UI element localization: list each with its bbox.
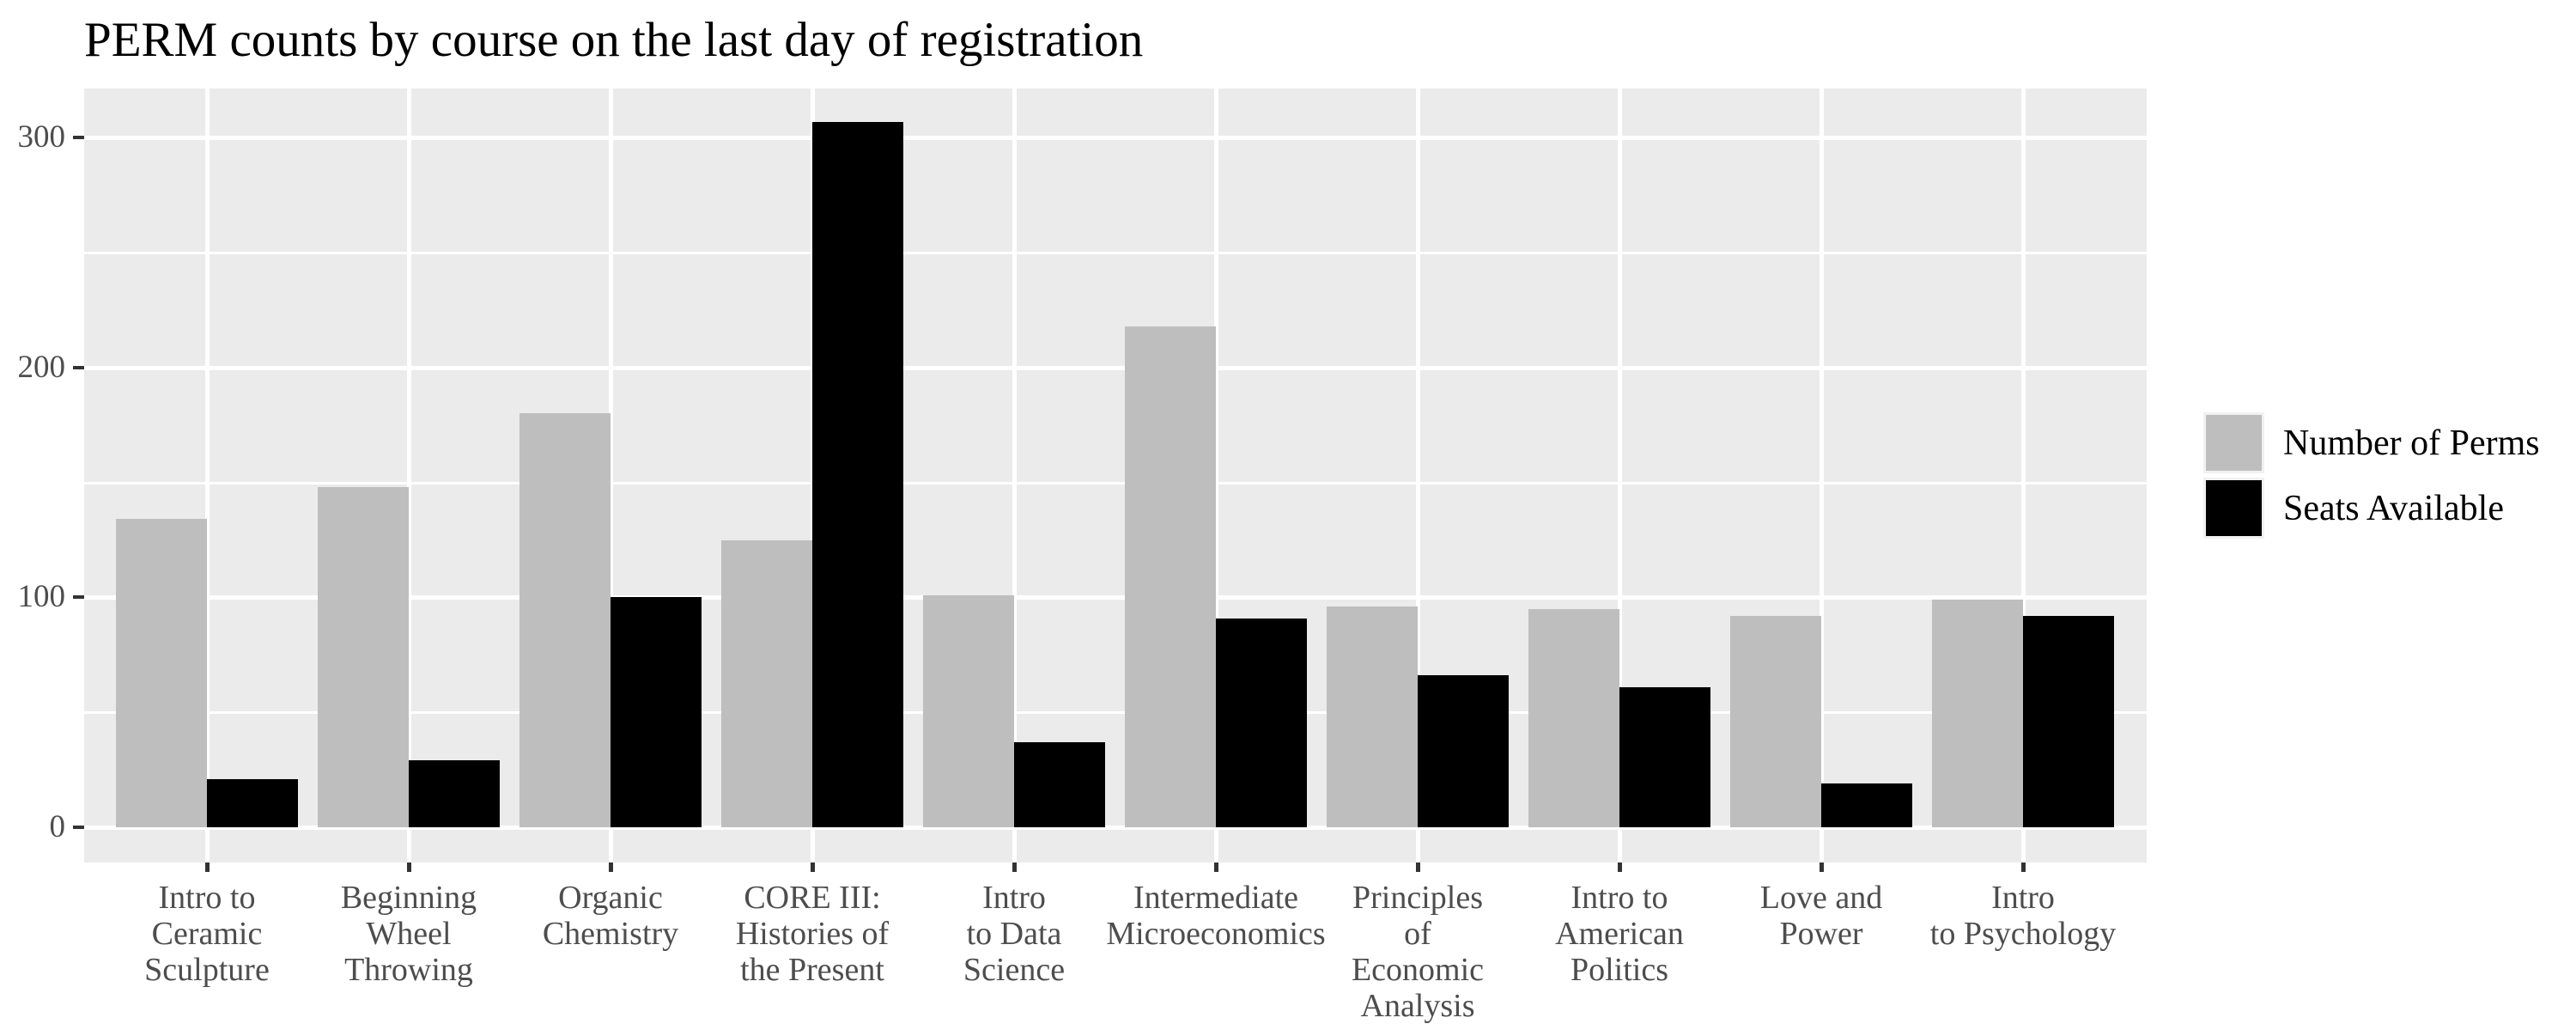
bar-perms-2 <box>318 487 409 827</box>
x-category-label-5: Intro to Data Science <box>963 880 1066 988</box>
x-tick-cat1 <box>205 862 210 872</box>
x-tick-cat9 <box>1820 862 1824 872</box>
gridline-minor-y50 <box>84 711 2147 715</box>
bar-perms-3 <box>519 413 611 827</box>
x-category-label-9: Love and Power <box>1759 880 1883 952</box>
y-tick-label-100: 100 <box>17 579 66 615</box>
bar-perms-6 <box>1125 326 1216 827</box>
bar-perms-5 <box>923 594 1014 827</box>
gridline-major-y200 <box>84 365 2147 370</box>
x-tick-cat10 <box>2021 862 2026 872</box>
bar-perms-9 <box>1730 615 1821 827</box>
bar-perms-10 <box>1932 600 2023 827</box>
y-tick-300 <box>73 136 84 140</box>
gridline-vertical-cat9 <box>1820 88 1824 862</box>
gridline-minor-y150 <box>84 481 2147 485</box>
legend-label-perms: Number of Perms <box>2283 423 2540 463</box>
gridline-major-y0 <box>84 826 2147 830</box>
gridline-vertical-cat3 <box>609 88 613 862</box>
legend-item-perms: Number of Perms <box>2203 412 2540 473</box>
x-category-label-1: Intro to Ceramic Sculpture <box>144 880 270 988</box>
bar-seats-9 <box>1821 783 1912 827</box>
bar-seats-8 <box>1619 686 1710 827</box>
seats-color-swatch <box>2206 480 2262 536</box>
x-tick-cat8 <box>1618 862 1622 872</box>
x-tick-cat5 <box>1012 862 1017 872</box>
legend-label-seats: Seats Available <box>2283 488 2504 528</box>
x-tick-cat6 <box>1214 862 1218 872</box>
x-tick-cat7 <box>1416 862 1420 872</box>
legend-key <box>2203 412 2264 473</box>
bar-seats-7 <box>1418 675 1509 827</box>
y-tick-label-0: 0 <box>49 809 66 844</box>
y-tick-100 <box>73 595 84 600</box>
perms-color-swatch <box>2206 415 2262 471</box>
x-category-label-6: Intermediate Microeconomics <box>1106 880 1326 952</box>
chart-title: PERM counts by course on the last day of… <box>84 13 1144 67</box>
gridline-vertical-cat7 <box>1416 88 1420 862</box>
x-category-label-10: Intro to Psychology <box>1929 880 2117 952</box>
gridline-vertical-cat6 <box>1214 88 1218 862</box>
gridline-vertical-cat1 <box>205 88 210 862</box>
bar-seats-5 <box>1014 742 1105 827</box>
bar-seats-6 <box>1216 618 1307 827</box>
bar-perms-7 <box>1327 606 1418 827</box>
bar-seats-2 <box>409 760 500 827</box>
gridline-vertical-cat10 <box>2021 88 2026 862</box>
x-tick-cat4 <box>811 862 815 872</box>
x-category-label-3: Organic Chemistry <box>542 880 679 952</box>
plot-panel <box>84 88 2147 862</box>
x-category-label-4: CORE III: Histories of the Present <box>735 880 890 988</box>
y-tick-0 <box>73 826 84 829</box>
x-tick-cat3 <box>609 862 613 872</box>
gridline-major-y300 <box>84 136 2147 141</box>
y-tick-200 <box>73 365 84 369</box>
bar-seats-4 <box>812 121 903 827</box>
x-tick-cat2 <box>407 862 411 872</box>
bar-perms-4 <box>721 539 812 827</box>
gridline-minor-y250 <box>84 252 2147 255</box>
bar-seats-10 <box>2023 615 2114 827</box>
legend-key <box>2203 478 2264 539</box>
x-category-label-2: Beginning Wheel Throwing <box>340 880 477 988</box>
bar-seats-3 <box>611 597 702 827</box>
legend-item-seats: Seats Available <box>2203 478 2540 539</box>
x-category-label-7: Principles of Economic Analysis <box>1351 880 1485 1024</box>
x-category-label-8: Intro to American Politics <box>1555 880 1684 988</box>
y-tick-label-200: 200 <box>17 349 66 385</box>
gridline-vertical-cat5 <box>1012 88 1017 862</box>
y-tick-label-300: 300 <box>17 119 66 155</box>
bar-perms-1 <box>116 519 207 827</box>
bar-seats-1 <box>207 778 298 827</box>
legend: Number of Perms Seats Available <box>2203 412 2540 539</box>
bar-perms-8 <box>1528 608 1619 827</box>
gridline-vertical-cat2 <box>407 88 411 862</box>
gridline-major-y100 <box>84 595 2147 600</box>
gridline-vertical-cat8 <box>1618 88 1622 862</box>
